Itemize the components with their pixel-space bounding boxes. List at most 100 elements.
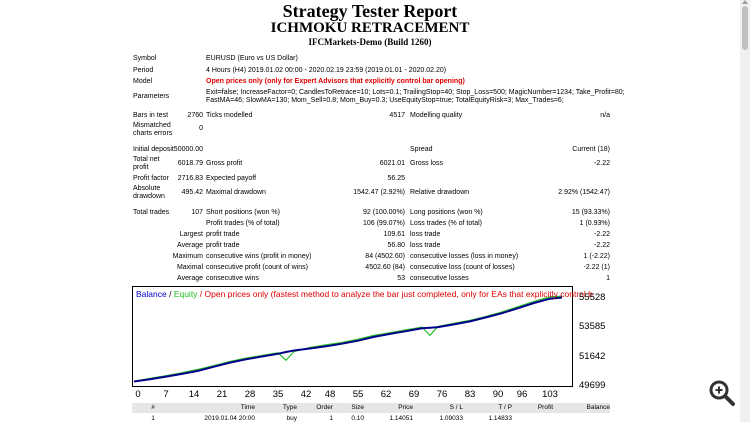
- loss-trades-value: 1 (0.93%): [579, 220, 610, 227]
- parameters-line-2: FastMA=46; SlowMA=130; Mom_Sell=0.8; Mom…: [206, 97, 564, 104]
- x-tick-label: 28: [244, 389, 256, 400]
- x-tick-label: 62: [380, 389, 392, 400]
- table-cell: 2019.01.04 20:00: [204, 415, 255, 422]
- x-tick-label: 48: [324, 389, 336, 400]
- profit-factor-label: Profit factor: [133, 175, 169, 182]
- gross-profit-label: Gross profit: [206, 160, 243, 167]
- largest-profit-value: 109.61: [383, 231, 405, 238]
- largest-profit-label: profit trade: [206, 231, 240, 238]
- scroll-up-arrow-icon[interactable]: [742, 0, 748, 4]
- table-header-cell: Time: [240, 404, 255, 411]
- x-tick-label: 96: [516, 389, 528, 400]
- long-positions-label: Long positions (won %): [410, 209, 483, 216]
- legend-equity: Equity: [173, 289, 198, 299]
- expected-payoff-value: 56.25: [387, 175, 405, 182]
- profit-trades-label: Profit trades (% of total): [206, 220, 280, 227]
- largest-loss-label: loss trade: [410, 231, 441, 238]
- profit-trades-value: 106 (99.07%): [362, 220, 405, 227]
- x-tick-label: 76: [436, 389, 448, 400]
- net-profit-value: 6018.79: [177, 160, 203, 167]
- short-positions-value: 92 (100.00%): [362, 209, 405, 216]
- table-header-cell: Type: [282, 404, 297, 411]
- table-cell: 1.14833: [488, 415, 513, 422]
- largest-label: Largest: [179, 231, 203, 238]
- table-cell: 1.09033: [439, 415, 464, 422]
- table-header-cell: T / P: [498, 404, 512, 411]
- table-header-cell: Order: [316, 404, 333, 411]
- average-profit-label: profit trade: [206, 242, 240, 249]
- ticks-label: Ticks modelled: [206, 112, 253, 119]
- absolute-drawdown-label-2: drawdown: [133, 193, 165, 200]
- vertical-scrollbar[interactable]: [740, 0, 750, 422]
- total-trades-label: Total trades: [133, 209, 170, 216]
- gross-loss-value: -2.22: [594, 160, 610, 167]
- symbol-label: Symbol: [133, 55, 157, 62]
- parameters-label: Parameters: [133, 93, 170, 100]
- gross-loss-label: Gross loss: [410, 160, 444, 167]
- period-label: Period: [133, 67, 154, 74]
- max-consecutive-losses-label: consecutive losses (loss in money): [410, 253, 519, 260]
- x-tick-label: 103: [542, 389, 558, 400]
- expert-name: ICHMOKU RETRACEMENT: [270, 20, 470, 36]
- bars-value: 2760: [187, 112, 203, 119]
- max-consecutive-profit-value: 4502.60 (84): [365, 264, 405, 271]
- long-positions-value: 15 (93.33%): [571, 209, 610, 216]
- spread-value: Current (18): [572, 146, 610, 153]
- avg-consecutive-wins-label: consecutive wins: [206, 275, 259, 282]
- table-cell: 1: [329, 415, 333, 422]
- deals-table-header: [132, 403, 610, 413]
- zoom-magnifier-icon[interactable]: [706, 377, 738, 409]
- y-tick-label: 49699: [579, 380, 606, 391]
- table-cell: 1: [151, 415, 155, 422]
- table-header-cell: S / L: [449, 404, 463, 411]
- average-consecutive-label: Average: [177, 275, 203, 282]
- x-tick-label: 0: [135, 389, 141, 400]
- gross-profit-value: 6021.01: [379, 160, 405, 167]
- total-trades-value: 107: [191, 209, 203, 216]
- initial-deposit-value: 50000.00: [173, 146, 203, 153]
- y-tick-label: 51642: [579, 350, 606, 362]
- max-consecutive-profit-label: consecutive profit (count of wins): [206, 264, 308, 271]
- x-tick-label: 7: [163, 389, 169, 400]
- net-profit-label-1: Total net: [133, 156, 160, 163]
- max-consecutive-losses-value: 1 (-2.22): [583, 253, 610, 260]
- table-header-cell: Profit: [537, 404, 553, 411]
- x-tick-label: 42: [300, 389, 312, 400]
- expected-payoff-label: Expected payoff: [206, 175, 257, 182]
- max-consecutive-wins-label: consecutive wins (profit in money): [206, 253, 312, 260]
- balance-equity-chart: [132, 286, 573, 387]
- initial-deposit-label: Initial deposit: [133, 146, 174, 153]
- largest-loss-value: -2.22: [594, 231, 610, 238]
- modelling-quality-label: Modelling quality: [410, 112, 463, 119]
- x-tick-label: 90: [492, 389, 504, 400]
- y-tick-label: 53585: [579, 321, 606, 333]
- scrollbar-thumb[interactable]: [742, 6, 748, 50]
- average-loss-label: loss trade: [410, 242, 441, 249]
- profit-factor-value: 2716.83: [177, 175, 203, 182]
- legend-balance: Balance: [136, 289, 167, 299]
- table-cell: 1.14051: [389, 415, 414, 422]
- model-value: Open prices only (only for Expert Adviso…: [206, 78, 465, 85]
- legend-separator-1: /: [166, 289, 174, 299]
- maximal-drawdown-value: 1542.47 (2.92%): [353, 189, 405, 196]
- report-title: Strategy Tester Report: [282, 1, 458, 21]
- table-header-cell: Size: [351, 404, 364, 411]
- model-label: Model: [133, 78, 153, 85]
- y-tick-label: 55528: [579, 292, 606, 303]
- balance-line: [133, 296, 563, 383]
- bars-label: Bars in test: [133, 112, 169, 119]
- table-header-cell: Price: [398, 404, 413, 411]
- max-consecutive-loss-label: consecutive loss (count of losses): [410, 264, 515, 271]
- x-tick-label: 69: [408, 389, 420, 400]
- server-build: IFCMarkets-Demo (Build 1260): [308, 37, 432, 47]
- table-header-cell: #: [151, 404, 155, 411]
- ticks-value: 4517: [389, 112, 405, 119]
- modelling-quality-value: n/a: [600, 112, 610, 119]
- legend-note: / Open prices only (fastest method to an…: [197, 289, 593, 299]
- avg-consecutive-wins-value: 53: [397, 275, 405, 282]
- symbol-value: EURUSD (Euro vs US Dollar): [206, 55, 298, 62]
- absolute-drawdown-value: 495.42: [181, 189, 203, 196]
- average-profit-value: 56.80: [387, 242, 405, 249]
- max-consecutive-loss-value: -2.22 (1): [583, 264, 610, 271]
- average-label: Average: [177, 242, 203, 249]
